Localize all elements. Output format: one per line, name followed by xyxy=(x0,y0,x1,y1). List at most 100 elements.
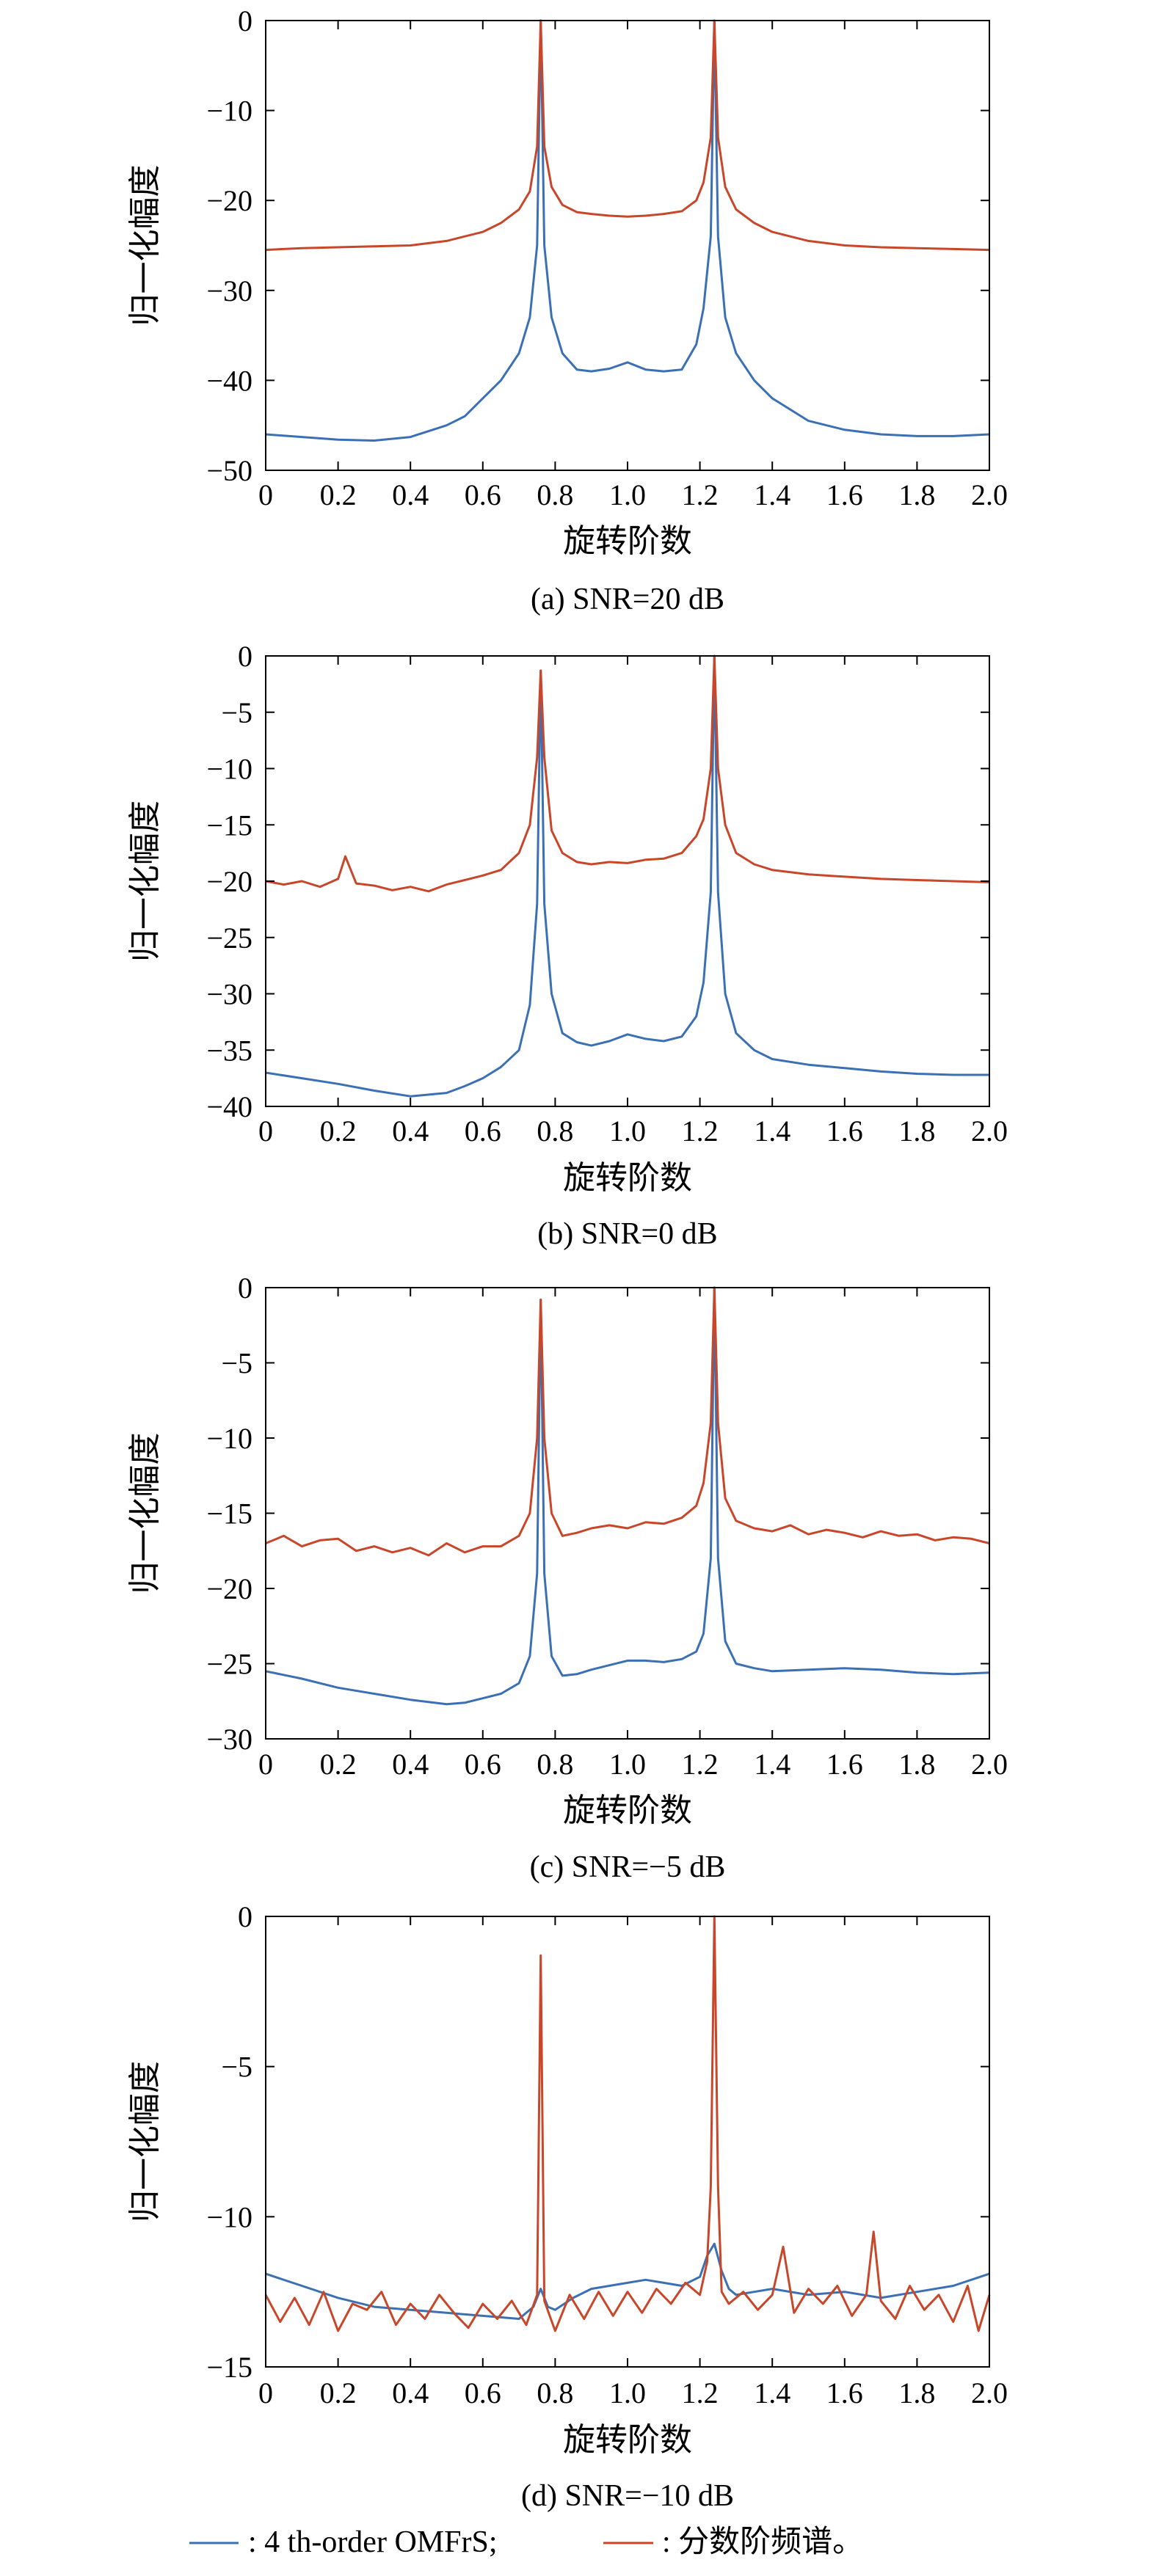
x-tick-label: 1.0 xyxy=(609,2376,646,2409)
y-tick-label: −10 xyxy=(206,753,252,786)
x-tick-label: 1.8 xyxy=(898,478,935,511)
x-tick-label: 1.2 xyxy=(682,1114,719,1147)
x-tick-label: 0.4 xyxy=(392,1748,429,1781)
x-tick-label: 1.0 xyxy=(609,478,646,511)
x-tick-label: 0.4 xyxy=(392,478,429,511)
legend-label: : 4 th-order OMFrS; xyxy=(248,2525,498,2559)
x-tick-label: 0.2 xyxy=(320,1114,357,1147)
series-line-omfrs xyxy=(265,19,990,442)
y-tick-label: −30 xyxy=(206,1723,252,1756)
x-tick-label: 0.6 xyxy=(465,1748,501,1781)
x-tick-label: 1.8 xyxy=(898,1748,935,1781)
y-tick-label: −5 xyxy=(221,1347,252,1380)
x-tick-label: 2.0 xyxy=(971,1748,1008,1781)
x-tick-label: 0.6 xyxy=(465,2376,501,2409)
y-tick-label: 0 xyxy=(238,1271,252,1305)
legend-label: : 分数阶频谱。 xyxy=(662,2525,863,2559)
panel-caption: (a) SNR=20 dB xyxy=(531,583,724,616)
x-tick-label: 1.2 xyxy=(682,1748,719,1781)
chart-panel-3: 0 0.2 0.4 0.6 0.8 1.0 1.2 1.4 1.6 1.8 2.0 0 −5 −10 −15… xyxy=(126,1271,1008,1884)
plot-frame xyxy=(265,655,990,1107)
series-line-omfrs xyxy=(265,654,989,1098)
x-tick-label: 0.2 xyxy=(320,478,357,511)
x-tick-label: 0 xyxy=(258,2376,273,2409)
y-tick-label: −35 xyxy=(206,1034,252,1067)
x-tick-label: 0.4 xyxy=(392,2376,429,2409)
y-axis-title: 归一化幅度 xyxy=(126,800,164,962)
y-tick-label: 0 xyxy=(238,4,252,37)
series-line-fractional-spectrum xyxy=(265,1286,990,1557)
x-tick-label: 0.8 xyxy=(537,478,573,511)
y-tick-label: −50 xyxy=(206,454,252,487)
panel-caption: (c) SNR=−5 dB xyxy=(530,1850,726,1884)
x-tick-label: 1.4 xyxy=(754,1114,790,1147)
x-tick-label: 0.2 xyxy=(320,1748,357,1781)
y-tick-label: −10 xyxy=(206,95,252,128)
x-tick-label: 0.6 xyxy=(465,478,501,511)
x-tick-label: 1.2 xyxy=(682,478,719,511)
x-tick-label: 0 xyxy=(258,1114,273,1147)
y-tick-label: −40 xyxy=(206,364,252,397)
x-axis-title: 旋转阶数 xyxy=(563,1792,692,1829)
y-tick-label: −20 xyxy=(206,184,252,217)
x-axis-title: 旋转阶数 xyxy=(563,2421,692,2459)
x-tick-label: 1.0 xyxy=(609,1114,646,1147)
y-axis-title: 归一化幅度 xyxy=(126,2061,164,2222)
y-tick-label: −15 xyxy=(206,1497,252,1530)
x-tick-label: 1.6 xyxy=(826,478,863,511)
chart-panel-1: 0 0.2 0.4 0.6 0.8 1.0 1.2 1.4 1.6 1.8 2.0 0 −10 −20 −3… xyxy=(126,4,1008,616)
y-tick-label: −5 xyxy=(221,2051,252,2084)
y-tick-label: −30 xyxy=(206,978,252,1011)
plot-frame xyxy=(265,1287,990,1740)
x-tick-label: 0.2 xyxy=(320,2376,357,2409)
chart-panel-2: 0 0.2 0.4 0.6 0.8 1.0 1.2 1.4 1.6 1.8 2.0 0 −5 −10 −15… xyxy=(126,640,1008,1251)
x-tick-label: 2.0 xyxy=(971,1114,1008,1147)
series-line-fractional-spectrum xyxy=(265,654,990,893)
y-tick-label: −10 xyxy=(206,1422,252,1455)
series-line-fractional-spectrum xyxy=(265,19,990,252)
x-tick-label: 1.6 xyxy=(826,1748,863,1781)
chart-panel-4: 0 0.2 0.4 0.6 0.8 1.0 1.2 1.4 1.6 1.8 2.0 0 −5 −10 −15… xyxy=(126,1900,1008,2513)
x-tick-label: 1.8 xyxy=(898,2376,935,2409)
y-tick-label: 0 xyxy=(238,640,252,673)
y-tick-label: −25 xyxy=(206,1648,252,1681)
x-axis-title: 旋转阶数 xyxy=(563,522,692,560)
y-tick-label: −40 xyxy=(206,1090,252,1123)
y-tick-label: 0 xyxy=(238,1900,252,1933)
x-axis-title: 旋转阶数 xyxy=(563,1159,692,1197)
x-tick-label: 1.4 xyxy=(754,478,790,511)
series-line-omfrs xyxy=(265,2242,990,2320)
y-tick-label: −15 xyxy=(206,2351,252,2384)
x-tick-label: 0.8 xyxy=(537,2376,573,2409)
x-tick-label: 0 xyxy=(258,478,273,511)
y-tick-label: −20 xyxy=(206,865,252,898)
series-line-omfrs xyxy=(265,1286,990,1706)
x-tick-label: 2.0 xyxy=(971,478,1008,511)
series-line-fractional-spectrum xyxy=(264,1915,991,2332)
panel-caption: (b) SNR=0 dB xyxy=(537,1217,717,1251)
y-axis-title: 归一化幅度 xyxy=(126,165,164,326)
y-tick-label: −25 xyxy=(206,922,252,955)
x-tick-label: 1.6 xyxy=(826,2376,863,2409)
x-tick-label: 1.6 xyxy=(826,1114,863,1147)
y-tick-label: −5 xyxy=(221,696,252,729)
panel-caption: (d) SNR=−10 dB xyxy=(521,2479,734,2513)
x-tick-label: 1.0 xyxy=(609,1748,646,1781)
x-tick-label: 0.8 xyxy=(537,1748,573,1781)
x-tick-label: 0.6 xyxy=(465,1114,501,1147)
y-tick-label: −15 xyxy=(206,809,252,842)
y-tick-label: −20 xyxy=(206,1572,252,1605)
y-tick-label: −30 xyxy=(206,274,252,307)
x-tick-label: 1.4 xyxy=(754,2376,790,2409)
x-tick-label: 0.4 xyxy=(392,1114,429,1147)
x-tick-label: 1.8 xyxy=(898,1114,935,1147)
y-tick-label: −10 xyxy=(206,2200,252,2233)
legend: : 4 th-order OMFrS; : 分数阶频谱。 xyxy=(189,2525,863,2559)
x-tick-label: 1.2 xyxy=(682,2376,719,2409)
x-tick-label: 0.8 xyxy=(537,1114,573,1147)
x-tick-label: 0 xyxy=(258,1748,273,1781)
y-axis-title: 归一化幅度 xyxy=(126,1433,164,1594)
x-tick-label: 1.4 xyxy=(754,1748,790,1781)
x-tick-label: 2.0 xyxy=(971,2376,1008,2409)
